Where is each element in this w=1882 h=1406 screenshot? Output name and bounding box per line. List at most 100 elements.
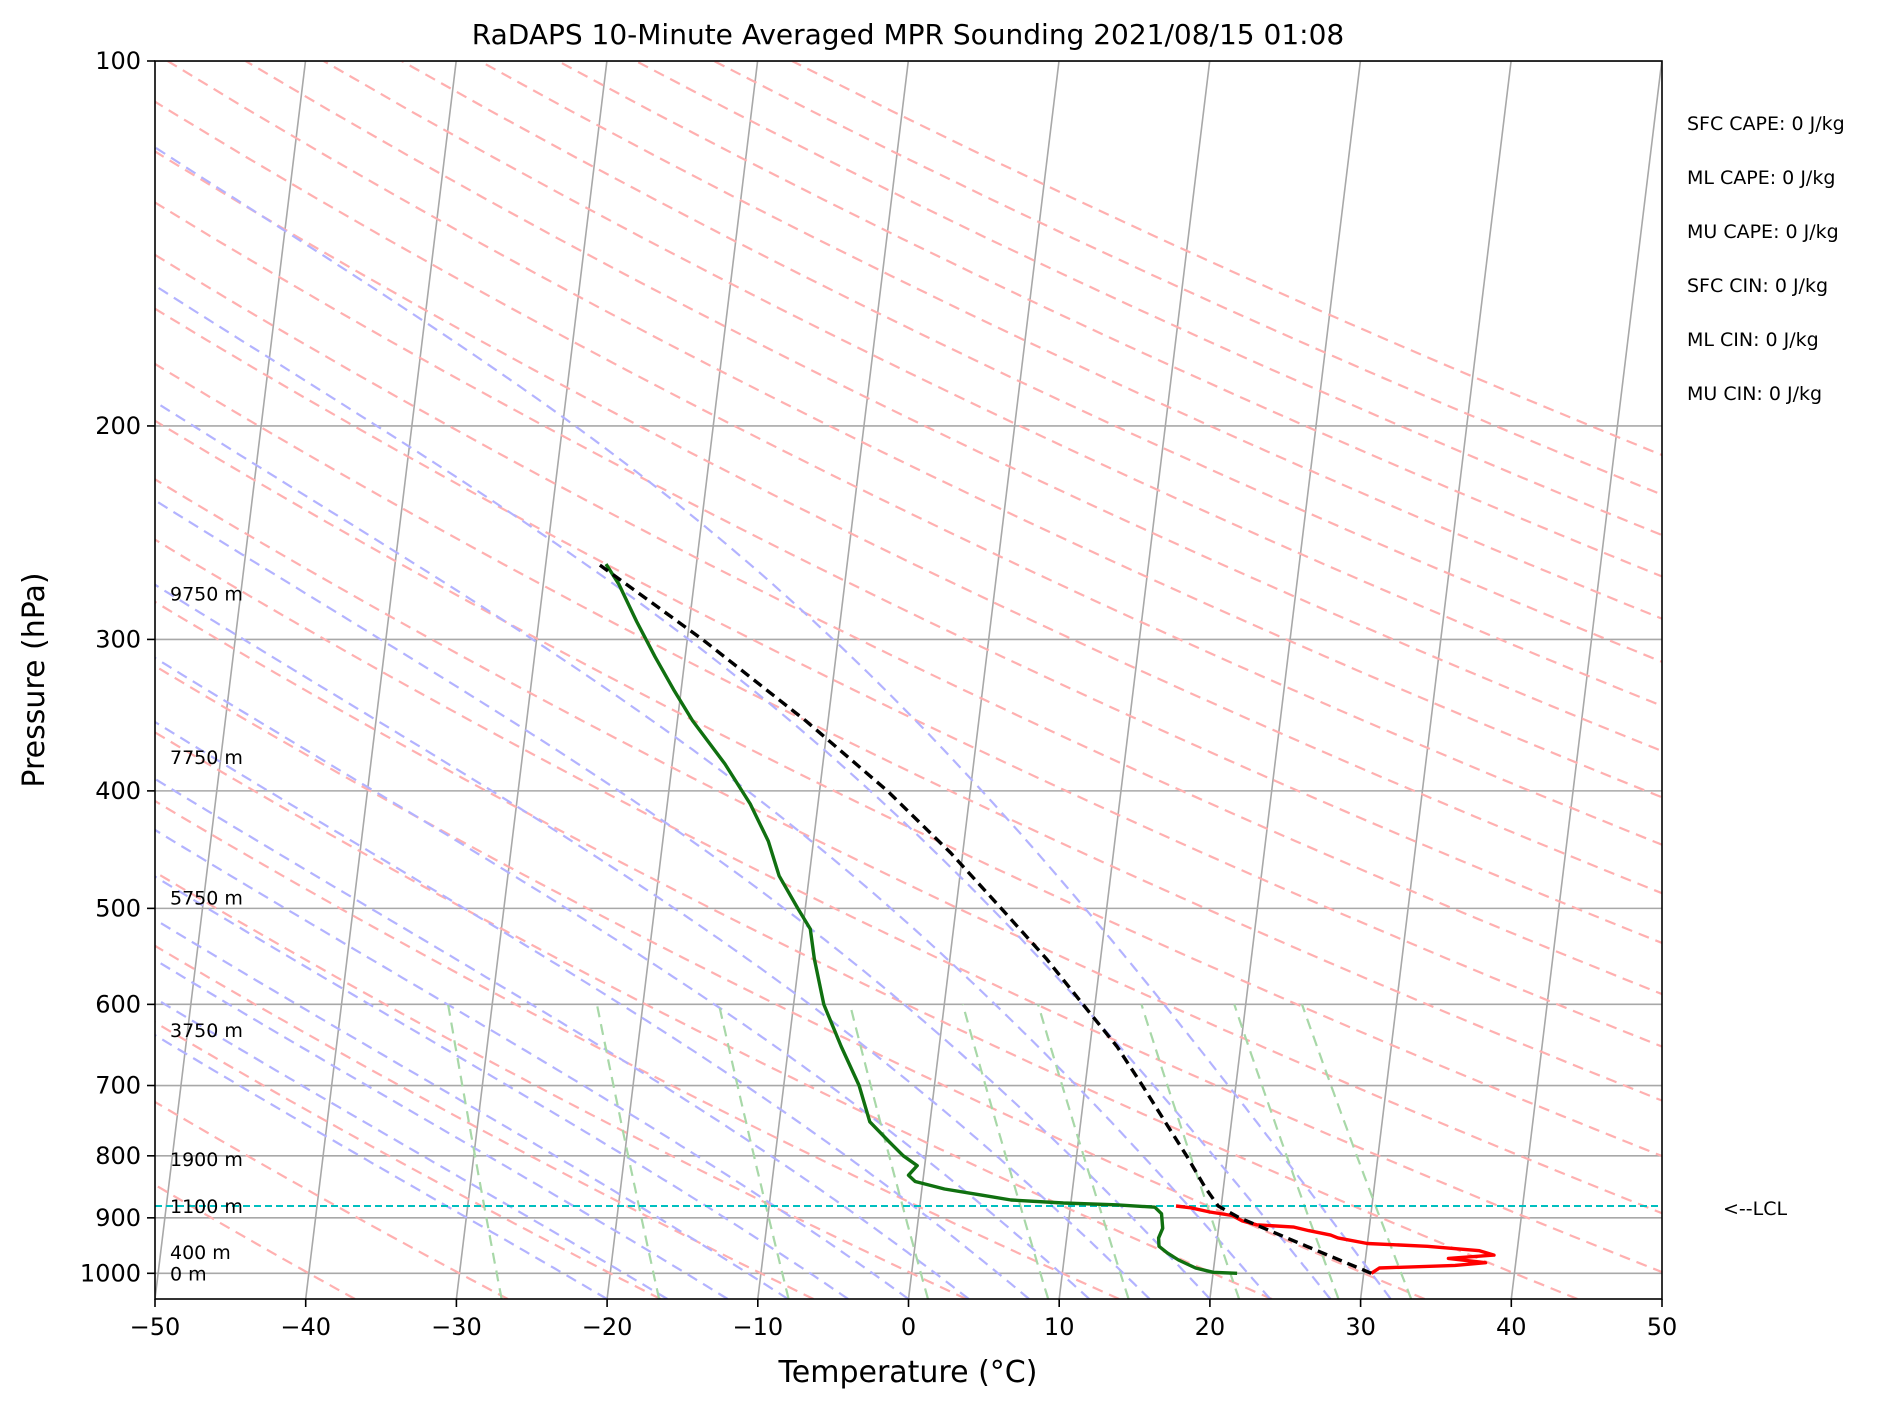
isotherm-line — [1209, 61, 1362, 1299]
dry-adiabat-line — [155, 870, 967, 1299]
moist-adiabats — [155, 145, 1392, 1299]
x-axis-label: Temperature (°C) — [778, 1355, 1038, 1390]
height-label: 400 m — [170, 1242, 231, 1264]
stability-index-label: ML CIN: 0 J/kg — [1687, 329, 1819, 351]
isotherm-line — [1359, 61, 1512, 1299]
y-tick-label: 500 — [95, 894, 141, 922]
mixing-ratio-line — [1037, 1004, 1130, 1299]
isotherm-line — [1661, 1292, 1662, 1299]
mixing-ratio-line — [848, 1004, 930, 1299]
stability-indices: SFC CAPE: 0 J/kg ML CAPE: 0 J/kg MU CAPE: … — [1687, 113, 1845, 405]
mixing-ratio-line — [961, 1004, 1050, 1299]
dry-adiabat-line — [155, 1100, 509, 1299]
mixing-ratio-line — [595, 1004, 661, 1299]
moist-adiabat-line — [155, 284, 1332, 1299]
y-tick-label: 300 — [95, 625, 141, 653]
mixing-ratio-line — [1233, 1004, 1340, 1299]
isotherm-line — [757, 61, 910, 1299]
moist-adiabat-line — [155, 997, 668, 1299]
height-label: 5750 m — [170, 888, 243, 910]
x-tick-label: 50 — [1647, 1313, 1678, 1341]
height-label: 1900 m — [170, 1149, 243, 1171]
y-tick-label: 100 — [95, 47, 141, 75]
moist-adiabat-line — [155, 656, 1091, 1299]
dry-adiabat-line — [155, 1021, 662, 1299]
dry-adiabat-line — [155, 664, 1426, 1299]
isotherm-line — [455, 61, 608, 1299]
moist-adiabat-line — [155, 1033, 608, 1299]
isobar-grid — [155, 61, 1662, 1275]
dry-adiabat-line — [557, 61, 1662, 578]
dry-adiabat-line — [155, 799, 1120, 1299]
mixing-ratio-line — [1140, 1004, 1241, 1299]
dry-adiabat-line — [635, 61, 1662, 537]
height-label: 0 m — [170, 1263, 207, 1285]
mixing-ratio-line — [717, 1004, 790, 1299]
moist-adiabat-line — [155, 777, 970, 1299]
isotherm-line — [606, 61, 759, 1299]
y-tick-label: 400 — [95, 777, 141, 805]
stability-index-label: MU CAPE: 0 J/kg — [1687, 221, 1839, 243]
height-label: 7750 m — [170, 747, 243, 769]
dry-adiabat-line — [155, 100, 1662, 846]
dry-adiabat-line — [155, 201, 1662, 945]
dry-adiabat-line — [791, 61, 1662, 457]
stability-index-label: SFC CAPE: 0 J/kg — [1687, 113, 1845, 135]
dry-adiabat-line — [155, 362, 1662, 1102]
stability-index-label: MU CIN: 0 J/kg — [1687, 383, 1822, 405]
x-tick-label: −10 — [732, 1313, 783, 1341]
dry-adiabat-line — [155, 600, 1578, 1299]
dry-adiabat-line — [155, 150, 1662, 895]
lcl-label: <--LCL — [1723, 1198, 1787, 1220]
x-tick-label: 10 — [1044, 1313, 1075, 1341]
x-tick-label: 30 — [1345, 1313, 1376, 1341]
dry-adiabat-line — [713, 61, 1662, 496]
x-tick-label: 20 — [1195, 1313, 1226, 1341]
dry-adiabat-line — [167, 61, 1662, 799]
moist-adiabat-line — [155, 958, 729, 1299]
y-tick-label: 900 — [95, 1204, 141, 1232]
height-label: 1100 m — [170, 1196, 243, 1218]
dry-adiabat-line — [155, 731, 1273, 1299]
moist-adiabat-line — [155, 918, 789, 1299]
moist-adiabat-line — [155, 875, 849, 1299]
x-axis-ticks: −50 −40 −30 −20 −10 0 10 20 30 40 50 — [130, 1299, 1678, 1341]
temperature-line — [1175, 1204, 1496, 1275]
height-label: 9750 m — [170, 584, 243, 606]
dry-adiabat-line — [155, 419, 1662, 1158]
x-tick-label: 40 — [1496, 1313, 1527, 1341]
moist-adiabat-line — [155, 828, 910, 1299]
y-tick-label: 800 — [95, 1142, 141, 1170]
isotherm-grid — [0, 61, 1662, 1299]
mixing-ratio-line — [1300, 1004, 1413, 1299]
mixing-ratio-lines — [447, 1004, 1413, 1299]
isotherm-line — [907, 61, 1060, 1299]
dry-adiabat-line — [401, 61, 1662, 663]
dry-adiabat-line — [155, 944, 814, 1299]
y-axis-ticks: 100 200 300 400 500 600 700 800 900 1000 — [80, 47, 155, 1287]
moist-adiabat-line — [155, 583, 1151, 1299]
moist-adiabat-line — [155, 145, 1392, 1299]
y-tick-label: 600 — [95, 990, 141, 1018]
y-axis-label: Pressure (hPa) — [17, 572, 52, 787]
mixing-ratio-line — [447, 1004, 503, 1299]
isotherm-line — [304, 61, 457, 1299]
dry-adiabat-line — [479, 61, 1662, 620]
y-tick-label: 1000 — [80, 1259, 141, 1287]
dewpoint-line — [604, 563, 1238, 1275]
parcel-path-line — [597, 562, 1372, 1275]
x-tick-label: −30 — [431, 1313, 482, 1341]
isotherm-line — [0, 61, 4, 1299]
chart-title: RaDAPS 10-Minute Averaged MPR Sounding 2… — [472, 18, 1344, 51]
stability-index-label: ML CAPE: 0 J/kg — [1687, 167, 1835, 189]
moist-adiabat-line — [155, 400, 1272, 1299]
height-label: 3750 m — [170, 1020, 243, 1042]
dry-adiabat-line — [323, 61, 1662, 708]
x-tick-label: −50 — [130, 1313, 181, 1341]
sounding-series — [597, 562, 1496, 1275]
y-tick-label: 200 — [95, 412, 141, 440]
x-tick-label: −20 — [582, 1313, 633, 1341]
isotherm-line — [1510, 61, 1662, 1299]
